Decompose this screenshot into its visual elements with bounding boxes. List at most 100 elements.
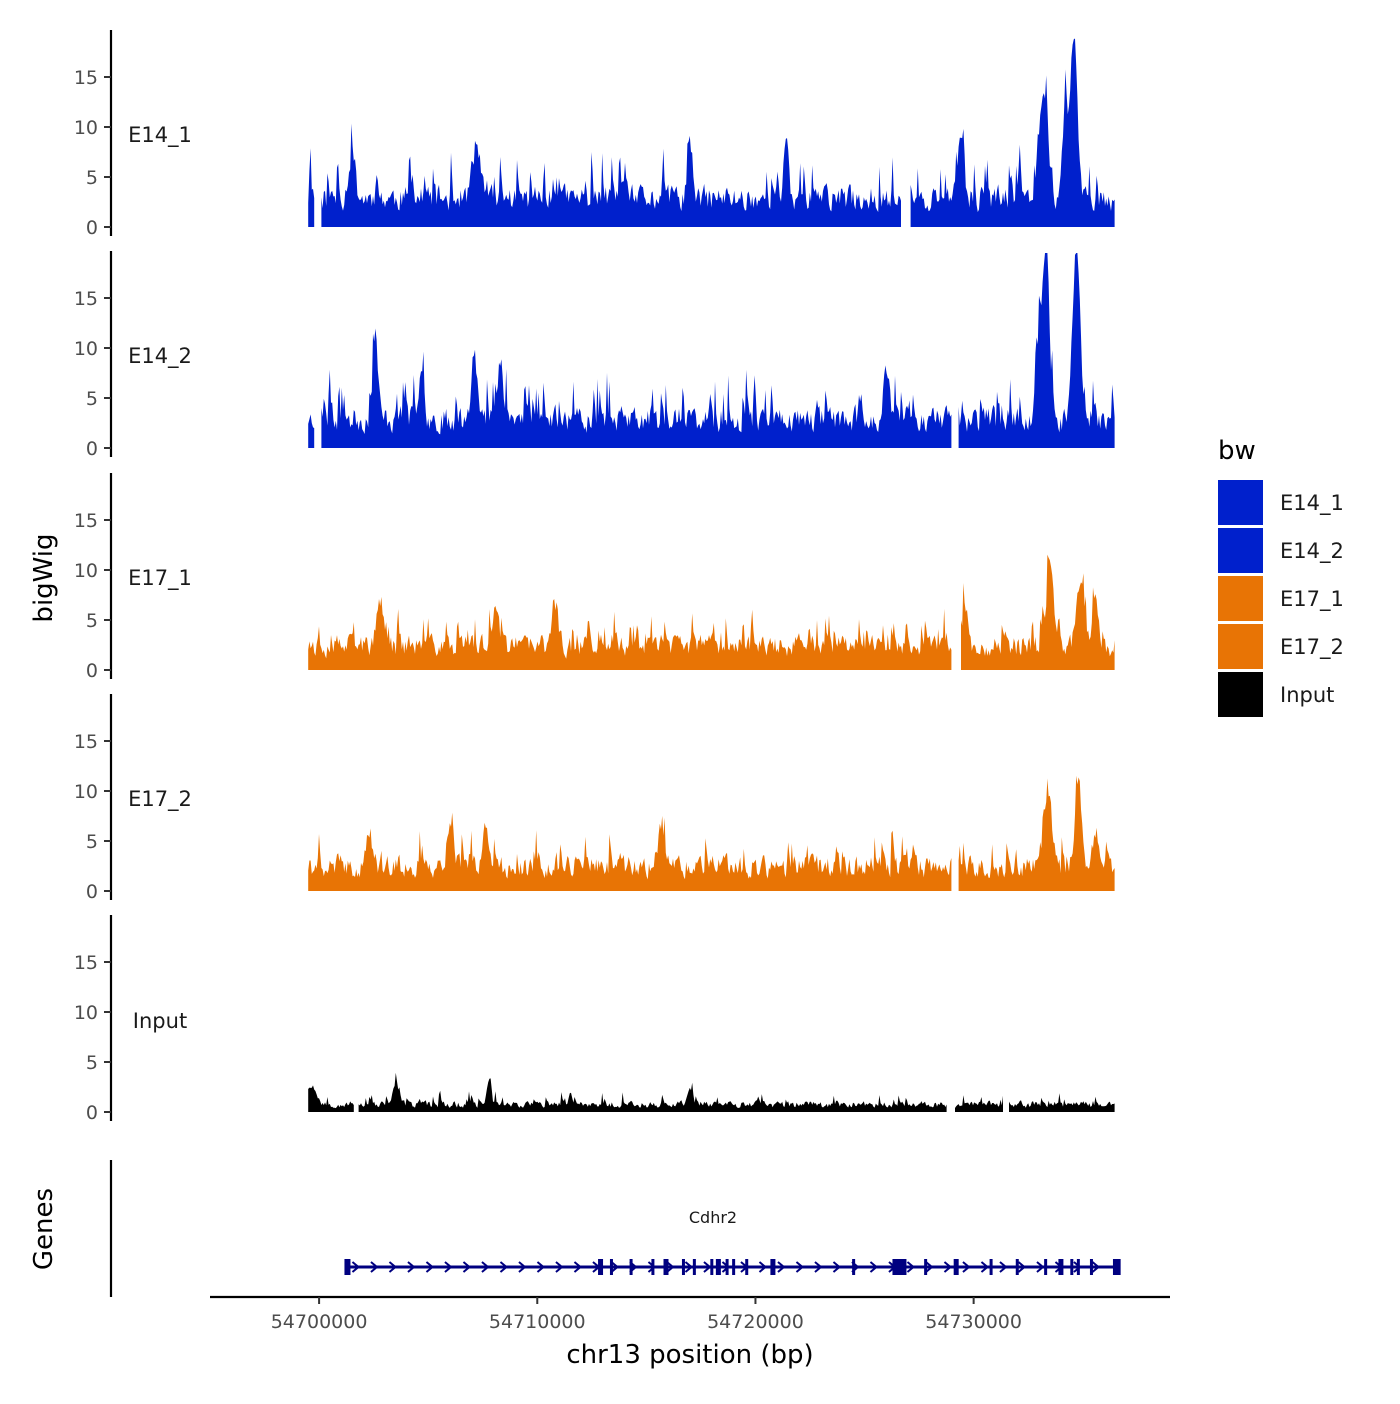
x-tick-label: 54720000 — [707, 1311, 804, 1333]
exon — [344, 1259, 351, 1275]
strand-arrow — [555, 1261, 564, 1273]
exon — [1015, 1259, 1019, 1275]
coverage-area — [308, 253, 1115, 448]
exon — [692, 1259, 696, 1275]
strand-arrow — [1073, 1261, 1082, 1273]
exon — [892, 1259, 907, 1275]
exon — [663, 1259, 669, 1275]
legend-label: E14_2 — [1280, 539, 1344, 564]
strand-arrow — [351, 1261, 361, 1273]
legend-entry: E14_1 — [1218, 480, 1344, 525]
legend-entry: E17_1 — [1218, 576, 1344, 621]
strand-arrow — [795, 1261, 805, 1273]
legend-entry: E17_2 — [1218, 624, 1344, 669]
track-label: E17_2 — [128, 787, 192, 812]
gene-model — [344, 1259, 1121, 1275]
strand-arrow — [425, 1261, 435, 1273]
x-tick-label: 54700000 — [271, 1311, 368, 1333]
x-tick-label: 54730000 — [925, 1311, 1022, 1333]
strand-arrow — [481, 1261, 490, 1273]
strand-arrow — [962, 1261, 971, 1273]
strand-arrow — [869, 1261, 879, 1273]
legend-label: E14_1 — [1280, 491, 1344, 516]
track-panel: E14_2 — [109, 251, 1115, 457]
exon — [609, 1259, 613, 1275]
strand-arrow — [388, 1261, 398, 1273]
y-tick-label: 5 — [86, 1052, 98, 1074]
track-panel: E17_1 — [109, 473, 1115, 679]
strand-arrow — [703, 1261, 712, 1273]
strand-arrow — [370, 1261, 379, 1273]
y-tick-label: 15 — [74, 510, 98, 532]
strand-arrow — [1017, 1261, 1027, 1273]
legend-entry: E14_2 — [1218, 528, 1344, 573]
strand-arrow — [999, 1261, 1008, 1273]
exon — [629, 1259, 633, 1275]
exon — [732, 1259, 736, 1275]
legend-label: E17_1 — [1280, 587, 1344, 612]
y-tick-label: 0 — [86, 1102, 98, 1124]
y-tick-label: 0 — [86, 881, 98, 903]
exon — [924, 1259, 928, 1275]
y-tick-label: 5 — [86, 388, 98, 410]
legend-entry: Input — [1218, 672, 1334, 717]
strand-arrow — [925, 1261, 934, 1273]
exon — [852, 1259, 856, 1275]
strand-arrow — [980, 1261, 990, 1273]
y-tick-label: 0 — [86, 660, 98, 682]
exon — [1058, 1259, 1064, 1275]
strand-arrow — [518, 1261, 527, 1273]
gene-track-title: Genes — [29, 1188, 59, 1270]
legend: bw E14_1 E14_2 E17_1 E17_2 Input — [1218, 436, 1344, 717]
y-tick-label: 0 — [86, 438, 98, 460]
legend-swatch — [1218, 624, 1263, 669]
y-tick-label: 10 — [74, 338, 98, 360]
strand-arrow — [943, 1261, 953, 1273]
strand-arrow — [666, 1261, 675, 1273]
strand-arrow — [906, 1261, 916, 1273]
strand-arrow — [407, 1261, 416, 1273]
strand-arrow — [647, 1261, 657, 1273]
y-tick-label: 5 — [86, 167, 98, 189]
exon — [1089, 1259, 1093, 1275]
legend-swatch — [1218, 480, 1263, 525]
exon — [598, 1259, 604, 1275]
strand-arrow — [499, 1261, 509, 1273]
strand-arrow — [777, 1261, 786, 1273]
exon — [1070, 1259, 1074, 1275]
legend-label: Input — [1280, 683, 1334, 707]
exon — [1044, 1259, 1048, 1275]
legend-label: E17_2 — [1280, 635, 1344, 660]
exon — [715, 1259, 721, 1275]
coverage-area — [308, 775, 1115, 891]
legend-swatch — [1218, 528, 1263, 573]
strand-arrow — [814, 1261, 823, 1273]
legend-title: bw — [1218, 436, 1256, 466]
legend-swatch — [1218, 672, 1263, 717]
strand-arrow — [684, 1261, 694, 1273]
strand-arrow — [1036, 1261, 1045, 1273]
exon — [651, 1259, 655, 1275]
strand-arrow — [758, 1261, 768, 1273]
y-tick-label: 15 — [74, 288, 98, 310]
strand-arrow — [610, 1261, 620, 1273]
x-ticks: 54700000 54710000 54720000 54730000 — [271, 1297, 1022, 1333]
strand-arrow — [573, 1261, 583, 1273]
strand-arrow — [462, 1261, 472, 1273]
track-label: Input — [133, 1009, 187, 1033]
y-tick-label: 0 — [86, 217, 98, 239]
track-label: E14_2 — [128, 344, 192, 369]
y-tick-label: 15 — [74, 67, 98, 89]
x-axis: 54700000 54710000 54720000 54730000 chr13 p… — [210, 1295, 1170, 1370]
exon — [725, 1259, 729, 1275]
exon — [1112, 1259, 1118, 1275]
exon — [681, 1259, 685, 1275]
exon — [745, 1259, 749, 1275]
exon — [953, 1259, 959, 1275]
gene-label: Cdhr2 — [689, 1208, 737, 1227]
x-tick-label: 54710000 — [489, 1311, 586, 1333]
track-label: E17_1 — [128, 566, 192, 591]
coverage-area — [308, 554, 1115, 670]
